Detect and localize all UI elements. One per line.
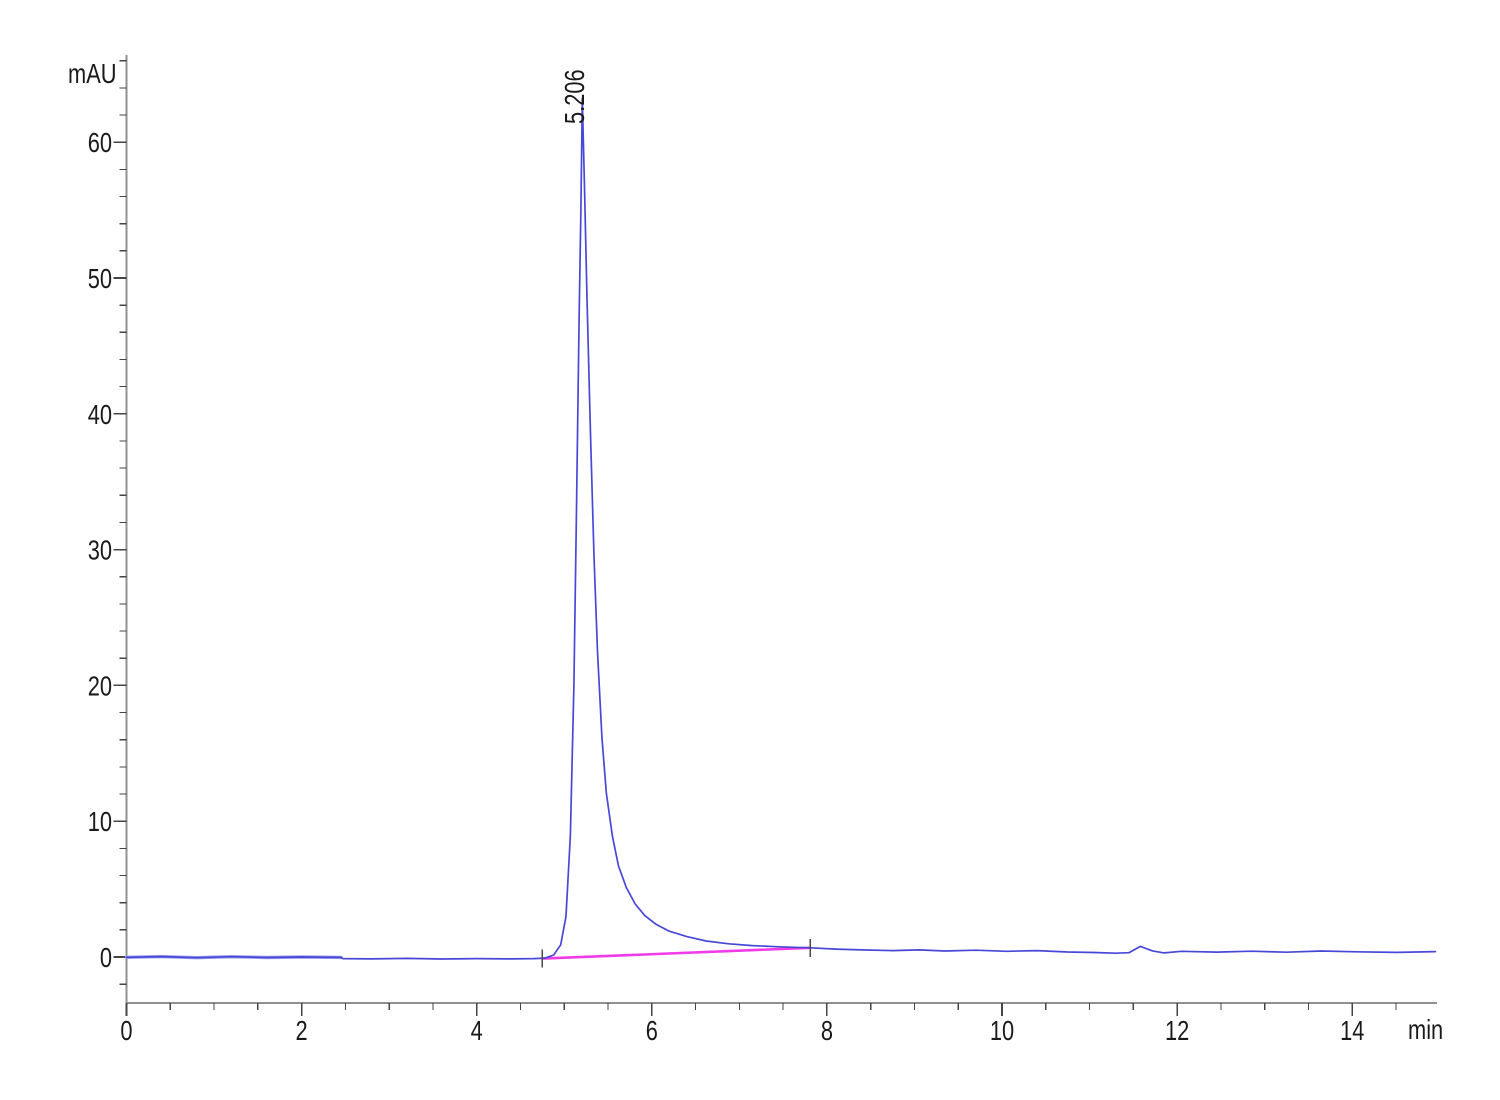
- x-axis-unit-label: min: [1408, 1014, 1444, 1045]
- y-tick-label: 30: [88, 535, 112, 566]
- y-tick-label: 0: [100, 942, 112, 973]
- x-tick-label: 4: [471, 1015, 483, 1046]
- peak-retention-time-label: 5.206: [559, 69, 591, 124]
- x-tick-label: 10: [990, 1015, 1014, 1046]
- y-tick-label: 50: [88, 263, 112, 294]
- signal-trace: [125, 97, 1437, 960]
- y-tick-label: 20: [88, 671, 112, 702]
- x-tick-label: 0: [120, 1015, 132, 1046]
- y-tick-label: 60: [88, 128, 112, 159]
- integration-baseline-trace: [541, 946, 812, 960]
- y-axis-unit-label: mAU: [68, 58, 117, 89]
- y-tick-label: 40: [88, 399, 112, 430]
- x-tick-label: 14: [1340, 1015, 1364, 1046]
- y-tick-label: 10: [88, 807, 112, 838]
- x-tick-label: 6: [646, 1015, 658, 1046]
- x-tick-label: 8: [821, 1015, 833, 1046]
- x-tick-label: 12: [1165, 1015, 1189, 1046]
- x-tick-label: 2: [296, 1015, 308, 1046]
